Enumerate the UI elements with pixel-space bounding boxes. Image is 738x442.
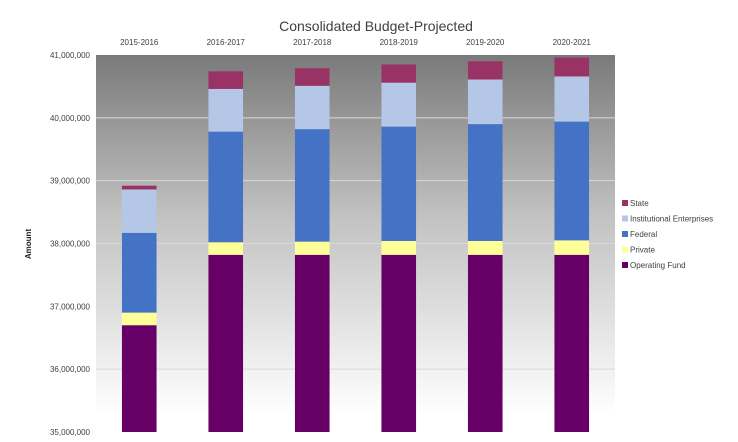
bar-segment (554, 254, 590, 432)
bar-segment (467, 79, 503, 125)
legend-label: State (630, 199, 649, 208)
y-tick-label: 39,000,000 (50, 177, 91, 186)
bar-segment (121, 232, 157, 313)
legend-swatch (622, 246, 628, 253)
y-tick-label: 41,000,000 (50, 51, 91, 60)
y-tick-label: 38,000,000 (50, 240, 91, 249)
bar-segment (121, 185, 157, 190)
legend-label: Institutional Enterprises (630, 215, 713, 224)
legend: State Institutional Enterprises Federal Pri… (622, 199, 713, 270)
y-tick-labels: 35,000,000 36,000,000 37,000,000 38,000,000… (50, 51, 91, 437)
y-tick-label: 37,000,000 (50, 302, 91, 311)
bar-segment (467, 240, 503, 255)
x-tick-label: 2020-2021 (553, 38, 592, 47)
bar-segment (294, 85, 330, 130)
bar-segment (208, 131, 244, 243)
bar-segment (208, 88, 244, 132)
legend-swatch (622, 200, 628, 206)
legend-label: Federal (630, 230, 657, 239)
legend-swatch (622, 262, 628, 268)
plot-area (96, 55, 615, 415)
bar-segment (208, 71, 244, 89)
y-tick-label: 36,000,000 (50, 365, 91, 374)
x-tick-label: 2015-2016 (120, 38, 159, 47)
bar-segment (294, 68, 330, 86)
legend-swatch (622, 231, 628, 237)
bar-segment (467, 61, 503, 80)
x-tick-label: 2017-2018 (293, 38, 332, 47)
bar-segment (381, 240, 417, 255)
chart-title: Consolidated Budget-Projected (279, 18, 473, 34)
bars (121, 57, 590, 432)
bar-segment (554, 240, 590, 255)
bar-segment (381, 126, 417, 241)
legend-swatch (622, 215, 628, 222)
bar-segment (554, 57, 590, 77)
bar-segment (121, 189, 157, 233)
x-tick-label: 2019-2020 (466, 38, 505, 47)
x-tick-labels: 2015-2016 2016-2017 2017-2018 2018-2019 2019… (120, 38, 591, 47)
bar-segment (381, 82, 417, 127)
bar-segment (208, 242, 244, 255)
y-tick-label: 35,000,000 (50, 428, 91, 437)
bar-segment (554, 121, 590, 241)
x-tick-label: 2018-2019 (380, 38, 419, 47)
bar-segment (208, 254, 244, 432)
bar-segment (121, 312, 157, 326)
y-axis-label: Amount (24, 229, 33, 260)
y-tick-label: 40,000,000 (50, 114, 91, 123)
bar-segment (121, 325, 157, 432)
bar-segment (381, 254, 417, 432)
bar-segment (294, 241, 330, 255)
bar-segment (294, 129, 330, 242)
x-tick-label: 2016-2017 (207, 38, 246, 47)
bar-segment (294, 254, 330, 432)
legend-label: Operating Fund (630, 261, 686, 270)
bar-segment (554, 76, 590, 122)
bar-segment (467, 124, 503, 241)
bar-segment (381, 64, 417, 83)
grid-lines (96, 117, 615, 370)
legend-label: Private (630, 246, 655, 255)
bar-segment (467, 254, 503, 432)
